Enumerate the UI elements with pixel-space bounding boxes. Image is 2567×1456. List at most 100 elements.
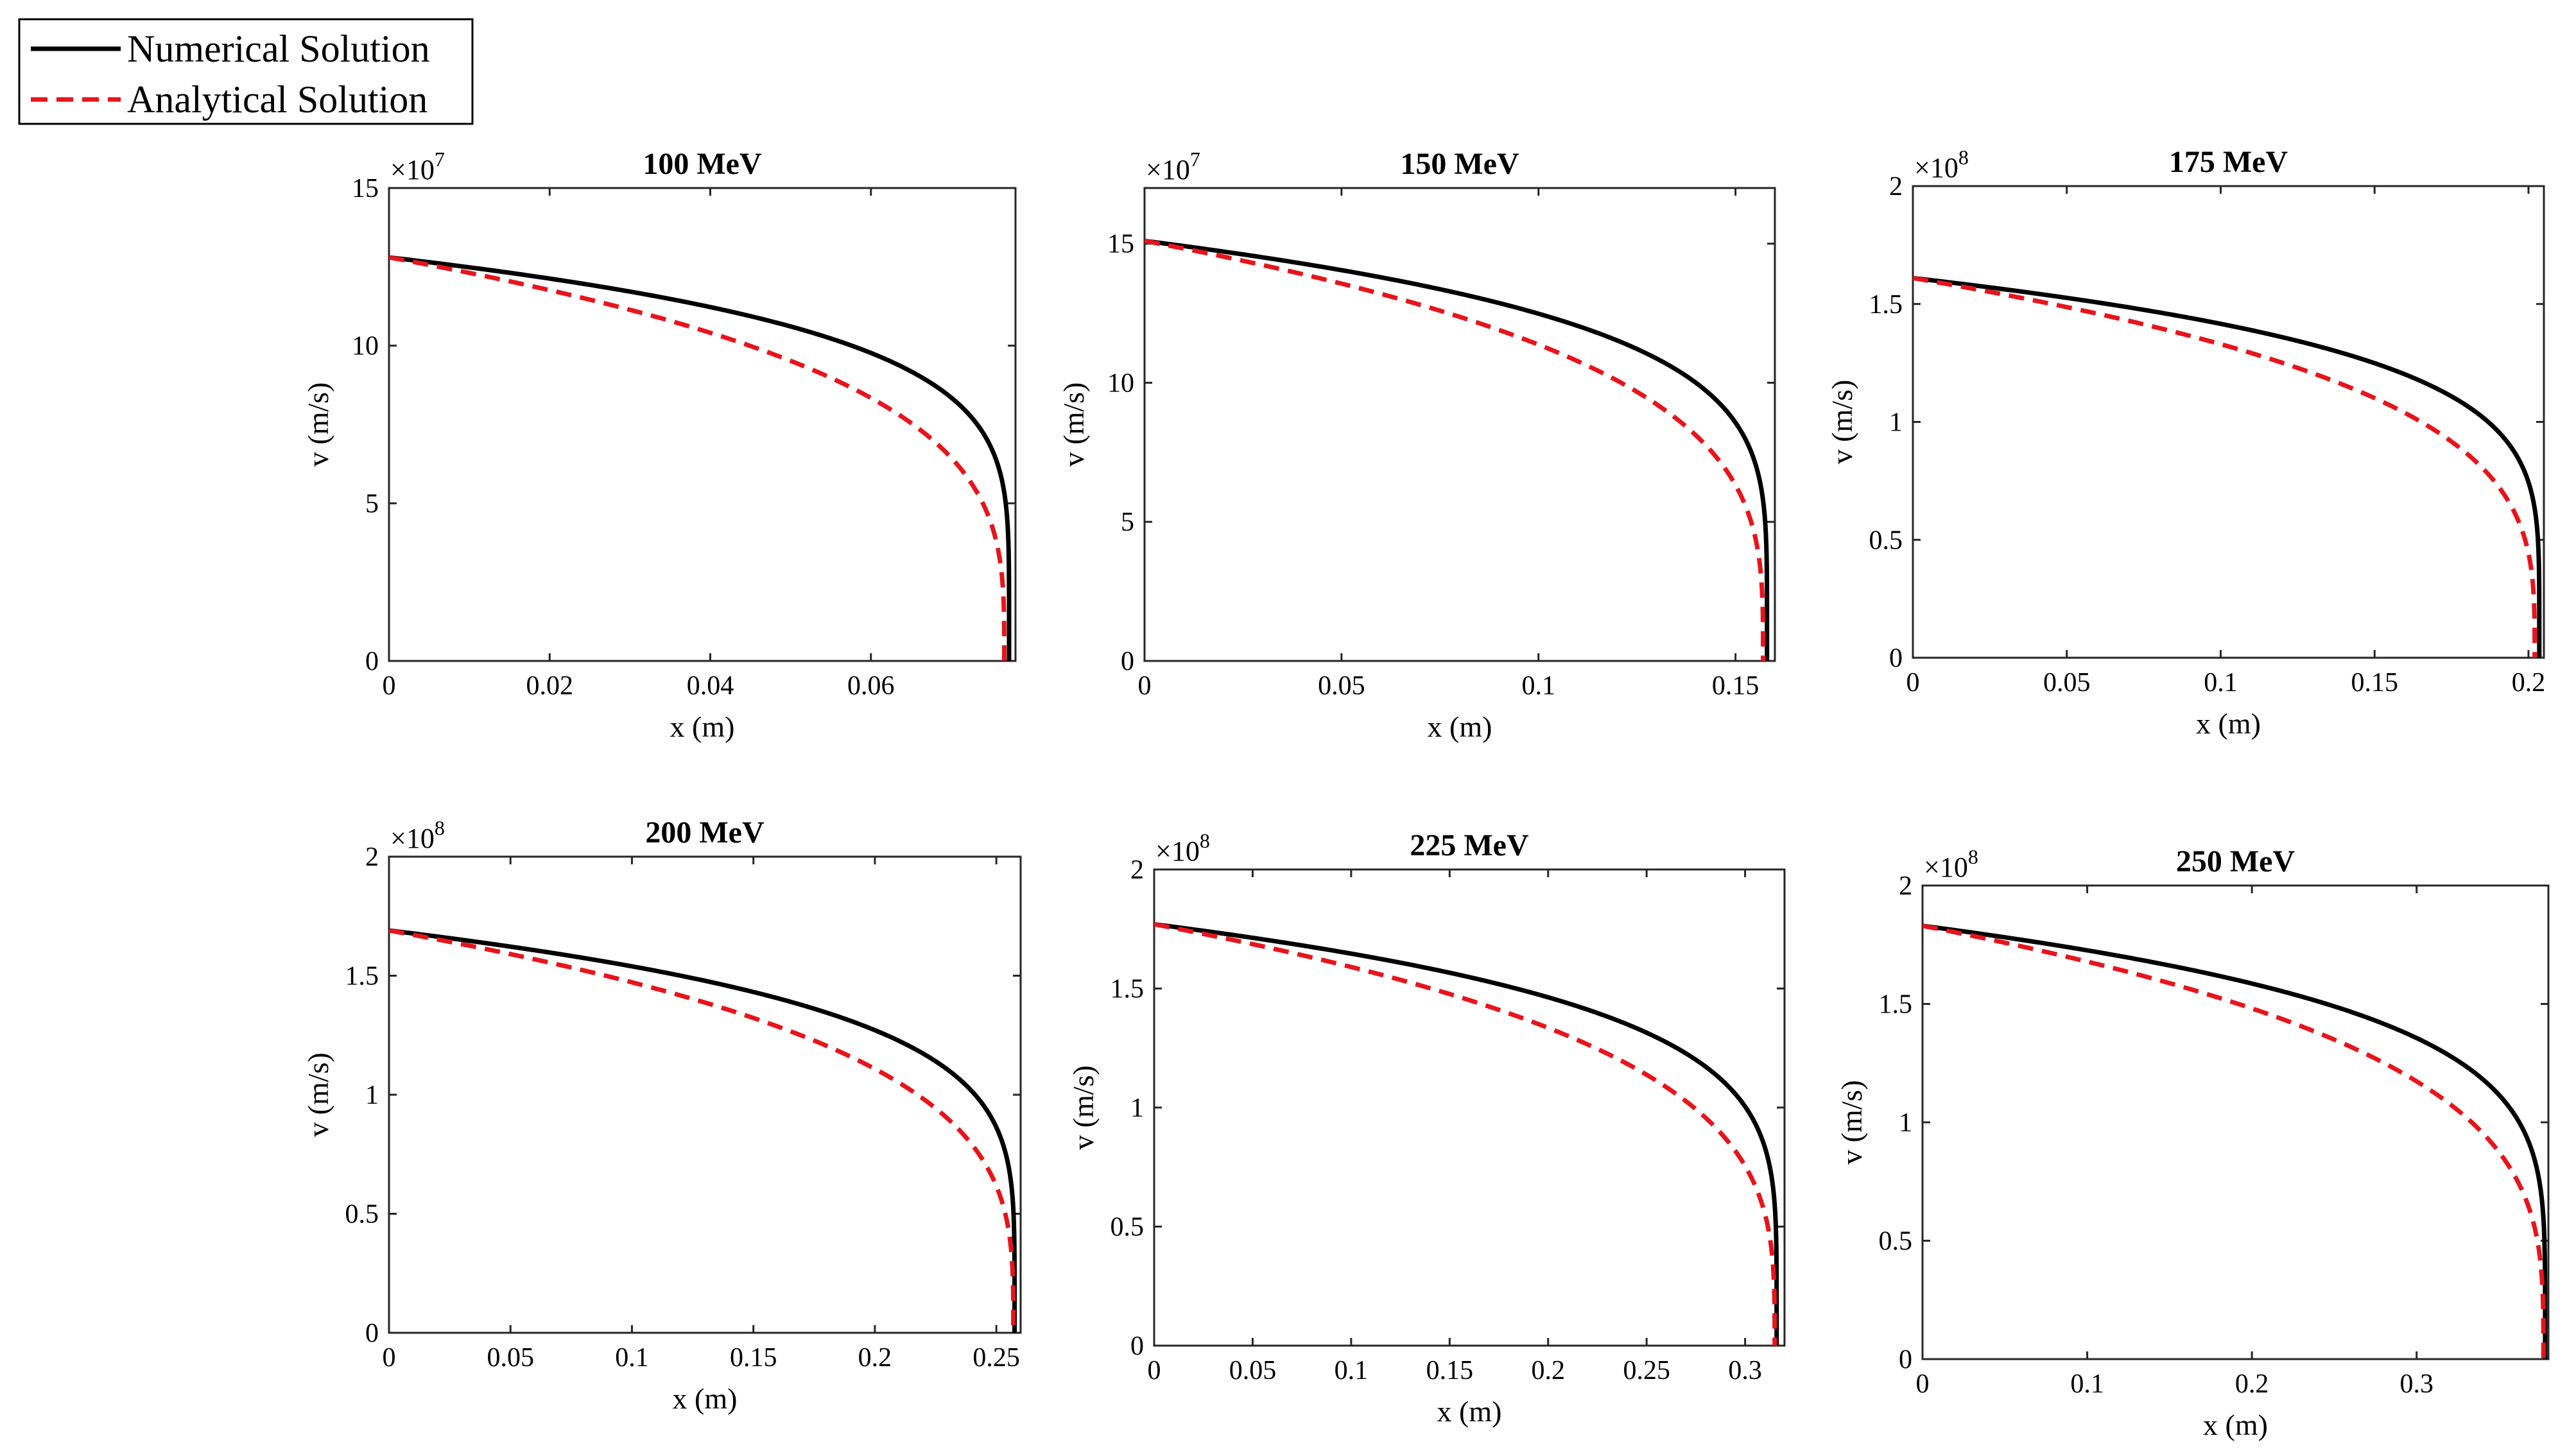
axes-box — [1143, 187, 1776, 662]
series-numerical — [1923, 923, 2548, 1359]
x-tick-label: 0 — [1916, 1369, 1930, 1399]
panel-2: 0 0.05 0.1 0.15 0 5 10 15 ×107 150 MeV x (m) v (m/s… — [1057, 147, 1776, 743]
x-tick-label: 0.2 — [858, 1343, 892, 1373]
y-tick-label: 1 — [1899, 1108, 1912, 1138]
series-analytical — [1145, 238, 1766, 661]
x-axis-label: x (m) — [670, 710, 735, 743]
x-tick-label: 0.05 — [487, 1343, 534, 1373]
y-axis-label: v (m/s) — [1057, 382, 1090, 467]
y-axis-label: v (m/s) — [302, 1052, 334, 1137]
y-tick-label: 1.5 — [1111, 975, 1145, 1004]
x-tick-label: 0.25 — [972, 1343, 1020, 1373]
x-tick-label: 0.15 — [730, 1343, 777, 1373]
x-tick-label: 0.05 — [1318, 671, 1365, 701]
y-exponent: 7 — [435, 148, 445, 171]
axes-box — [1912, 185, 2545, 659]
x-tick-label: 0.15 — [2351, 668, 2399, 698]
x-axis-label: x (m) — [1437, 1395, 1502, 1428]
series-analytical — [389, 255, 1007, 661]
x-axis-label: x (m) — [2203, 1409, 2268, 1441]
panel-5: 0 0.05 0.1 0.15 0.2 0.25 0.3 0 0.5 1 1.5 2 ×108 225 M… — [1067, 828, 1786, 1428]
y-multiplier: ×107 — [1146, 148, 1200, 185]
series-numerical — [1913, 275, 2542, 658]
y-tick-label: 0 — [1121, 647, 1134, 676]
series-numerical — [389, 255, 1012, 661]
y-tick-label: 1 — [1130, 1093, 1144, 1123]
x-tick-label: 0.05 — [2043, 668, 2091, 698]
y-tick-label: 10 — [1107, 368, 1134, 398]
y-tick-label: 0.5 — [1869, 526, 1903, 555]
axes-box — [1153, 868, 1786, 1347]
y-tick-label: 0.5 — [1111, 1213, 1145, 1242]
x-tick-label: 0.2 — [2235, 1369, 2269, 1399]
y-tick-label: 15 — [352, 174, 379, 203]
y-exponent: 7 — [1190, 148, 1200, 171]
y-tick-label: 0 — [1899, 1345, 1912, 1375]
y-axis-label: v (m/s) — [1835, 1080, 1868, 1165]
y-tick-label: 2 — [1899, 871, 1912, 901]
y-exponent: 8 — [1958, 146, 1969, 169]
series-numerical — [1145, 238, 1770, 661]
y-exponent: 8 — [435, 816, 445, 839]
legend: Numerical Solution Analytical Solution — [18, 18, 474, 125]
x-tick-label: 0.3 — [2399, 1369, 2433, 1399]
y-multiplier: ×108 — [390, 816, 445, 854]
panel-title: 175 MeV — [2169, 145, 2288, 179]
y-tick-label: 2 — [365, 843, 379, 872]
x-tick-label: 0.06 — [847, 671, 895, 701]
y-tick-label: 0 — [1889, 644, 1903, 673]
y-tick-label: 5 — [1121, 508, 1134, 537]
y-tick-label: 1.5 — [1879, 990, 1913, 1020]
x-tick-label: 0.04 — [687, 671, 734, 701]
y-axis-label: v (m/s) — [1826, 380, 1858, 465]
y-tick-label: 5 — [365, 489, 379, 518]
y-tick-label: 2 — [1130, 855, 1144, 885]
y-tick-label: 1.5 — [1869, 290, 1903, 320]
panel-1: 0 0.02 0.04 0.06 0 5 10 15 ×107 100 MeV x (m) v (m/… — [302, 147, 1017, 743]
legend-box — [18, 18, 474, 125]
y-multiplier: ×108 — [1924, 845, 1978, 883]
x-tick-label: 0.02 — [526, 671, 574, 701]
panel-title: 225 MeV — [1410, 828, 1529, 862]
y-tick-label: 0 — [1130, 1332, 1144, 1361]
series-analytical — [1923, 923, 2546, 1359]
y-multiplier: ×108 — [1155, 829, 1210, 867]
series-numerical — [1154, 921, 1779, 1346]
axes-box — [1921, 884, 2550, 1360]
y-tick-label: 10 — [352, 332, 379, 361]
panel-title: 150 MeV — [1400, 147, 1519, 181]
x-tick-label: 0.1 — [1335, 1356, 1369, 1385]
y-tick-label: 0 — [365, 1319, 379, 1348]
y-tick-label: 2 — [1889, 172, 1903, 201]
legend-label-numerical: Numerical Solution — [127, 28, 430, 70]
y-tick-label: 0.5 — [345, 1200, 379, 1229]
x-tick-label: 0.2 — [2512, 668, 2546, 698]
x-tick-label: 0.1 — [2070, 1369, 2104, 1399]
x-tick-label: 0.2 — [1532, 1356, 1566, 1385]
series-analytical — [1913, 275, 2537, 658]
y-tick-label: 1.5 — [345, 962, 379, 991]
x-tick-label: 0 — [1138, 671, 1152, 701]
series-analytical — [1154, 921, 1777, 1346]
panel-title: 200 MeV — [645, 816, 765, 850]
y-tick-label: 0 — [365, 647, 379, 676]
panel-6: 0 0.1 0.2 0.3 0 0.5 1 1.5 2 ×108 250 MeV x (m) v (m/… — [1835, 844, 2550, 1441]
y-tick-label: 15 — [1107, 230, 1134, 259]
x-tick-label: 0.15 — [1426, 1356, 1474, 1385]
y-tick-label: 1 — [1889, 408, 1903, 438]
y-exponent: 8 — [1968, 845, 1978, 868]
panel-3: 0 0.05 0.1 0.15 0.2 0 0.5 1 1.5 2 ×108 175 MeV x (m)… — [1826, 145, 2545, 740]
x-tick-label: 0.05 — [1229, 1356, 1277, 1385]
legend-label-analytical: Analytical Solution — [127, 78, 428, 121]
x-tick-label: 0 — [1148, 1356, 1161, 1385]
y-tick-label: 0.5 — [1879, 1227, 1913, 1256]
x-axis-label: x (m) — [673, 1382, 738, 1415]
panel-title: 250 MeV — [2176, 844, 2295, 878]
x-tick-label: 0.1 — [2204, 668, 2238, 698]
x-tick-label: 0 — [383, 1343, 396, 1373]
panel-4: 0 0.05 0.1 0.15 0.2 0.25 0 0.5 1 1.5 2 ×108 200 MeV x… — [302, 816, 1022, 1415]
x-tick-label: 0.25 — [1623, 1356, 1670, 1385]
axes-box — [388, 855, 1022, 1334]
